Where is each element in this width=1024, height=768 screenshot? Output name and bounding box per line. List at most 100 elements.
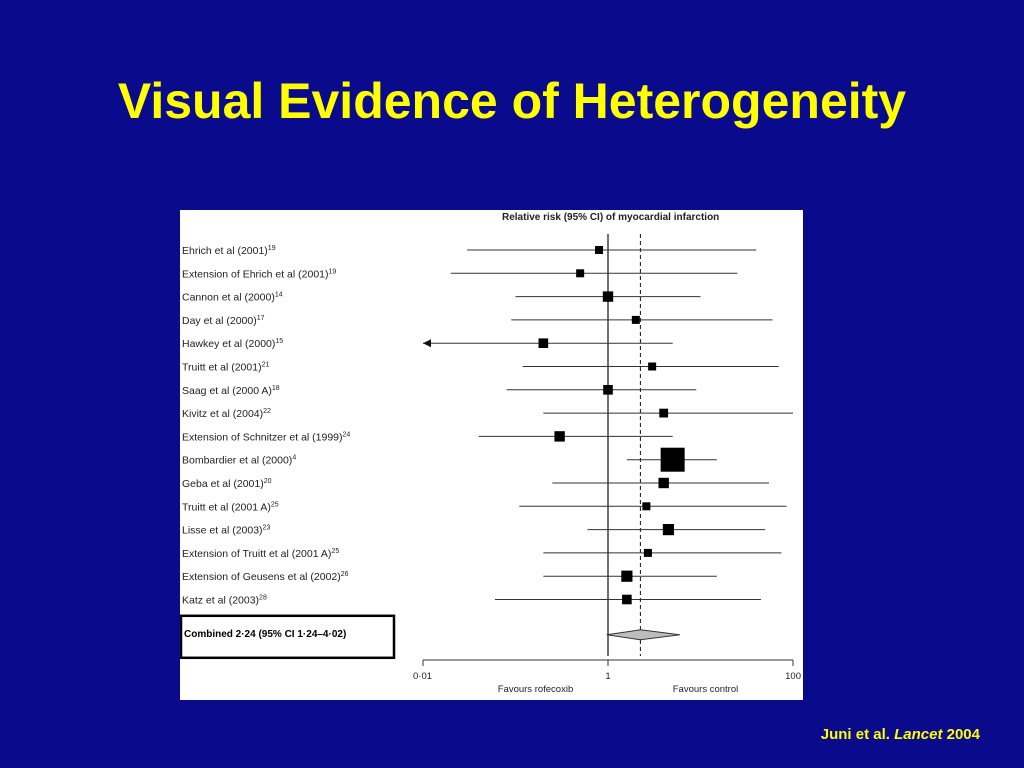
slide-title: Visual Evidence of Heterogeneity [117,73,907,129]
study-name: Extension of Geusens et al (2002) [182,571,341,583]
study-name: Kivitz et al (2004) [182,408,263,420]
point-estimate [603,385,613,395]
study-label: Cannon et al (2000)14 [182,292,283,304]
ci-arrow-left [423,339,431,348]
study-row: Extension of Truitt et al (2001 A)25 [182,548,782,560]
study-reference: 18 [272,385,280,392]
study-name: Extension of Ehrich et al (2001) [182,268,329,280]
study-row: Geba et al (2001)20 [182,477,769,490]
point-estimate [659,408,669,418]
study-reference: 14 [275,292,283,299]
study-name: Katz et al (2003) [182,595,259,607]
study-reference: 26 [341,571,349,578]
study-reference: 19 [268,245,276,252]
study-name: Extension of Schnitzer et al (1999) [182,431,343,443]
study-row: Cannon et al (2000)14 [182,291,701,304]
point-estimate [642,502,651,511]
point-estimate [576,269,585,278]
study-row: Truitt et al (2001 A)25 [182,501,787,513]
study-label: Katz et al (2003)28 [182,595,267,607]
point-estimate [662,524,675,536]
study-row: Extension of Schnitzer et al (1999)24 [182,431,673,443]
study-row: Ehrich et al (2001)19 [182,245,757,257]
study-label: Geba et al (2001)20 [182,478,272,490]
study-row: Bombardier et al (2000)4 [182,447,717,472]
study-label: Extension of Ehrich et al (2001)19 [182,268,336,280]
study-name: Extension of Truitt et al (2001 A) [182,548,331,560]
study-reference: 19 [329,268,337,275]
study-label: Day et al (2000)17 [182,315,265,327]
x-label-left: Favours rofecoxib [498,684,574,695]
study-label: Truitt et al (2001 A)25 [182,501,279,513]
study-reference: 25 [271,501,279,508]
study-reference: 20 [264,478,272,485]
study-label: Truitt et al (2001)21 [182,362,269,374]
citation-authors: Juni et al. [820,726,890,743]
study-row: Day et al (2000)17 [182,315,773,327]
study-name: Geba et al (2001) [182,478,264,490]
study-name: Saag et al (2000 A) [182,385,272,397]
forest-plot: Relative risk (95% CI) of myocardial inf… [180,212,801,695]
study-row: Extension of Ehrich et al (2001)19 [182,268,738,280]
point-estimate [631,315,640,324]
study-label: Ehrich et al (2001)19 [182,245,276,257]
study-row: Katz et al (2003)28 [182,595,761,607]
point-estimate [538,338,549,348]
point-estimate [622,594,632,605]
point-estimate [658,477,669,489]
combined-diamond [606,629,680,641]
study-label: Extension of Truitt et al (2001 A)25 [182,548,339,560]
study-name: Bombardier et al (2000) [182,455,292,467]
combined-box [180,614,396,660]
x-tick-label: 100 [785,671,801,682]
combined-label: Combined 2·24 (95% CI 1·24–4·02) [184,629,346,640]
citation-journal: Lancet [894,726,943,743]
study-reference: 24 [343,431,351,438]
x-tick-label: 1 [605,671,610,682]
combined-row: Combined 2·24 (95% CI 1·24–4·02) [180,614,680,660]
x-label-right: Favours control [673,684,738,695]
study-label: Extension of Geusens et al (2002)26 [182,571,349,583]
x-tick-label: 0·01 [413,671,432,682]
study-label: Hawkey et al (2000)15 [182,338,283,350]
point-estimate [595,246,604,254]
study-reference: 25 [331,548,339,555]
study-reference: 17 [257,315,265,322]
study-row: Extension of Geusens et al (2002)26 [182,570,717,583]
study-name: Truitt et al (2001 A) [182,501,271,513]
study-name: Hawkey et al (2000) [182,338,275,350]
study-reference: 15 [275,338,283,345]
study-name: Truitt et al (2001) [182,362,262,374]
chart-title: Relative risk (95% CI) of myocardial inf… [502,212,719,223]
point-estimate [648,362,657,371]
citation: Juni et al. Lancet 2004 [821,726,980,743]
study-reference: 28 [259,595,267,602]
study-reference: 22 [263,408,271,415]
x-axis: 0·01 1 100 Favours rofecoxib Favours control [413,659,801,695]
study-label: Extension of Schnitzer et al (1999)24 [182,431,350,443]
study-row: Hawkey et al (2000)15 [182,338,673,350]
point-estimate [554,431,565,442]
study-row: Saag et al (2000 A)18 [182,385,697,397]
study-name: Lisse et al (2003) [182,525,263,537]
study-row: Kivitz et al (2004)22 [182,408,793,420]
point-estimate [621,570,633,582]
point-estimate [643,548,652,557]
study-name: Cannon et al (2000) [182,292,275,304]
forest-plot-figure: Relative risk (95% CI) of myocardial inf… [180,210,803,700]
study-label: Bombardier et al (2000)4 [182,455,296,467]
study-name: Ehrich et al (2001) [182,245,268,257]
study-name: Day et al (2000) [182,315,257,327]
study-label: Kivitz et al (2004)22 [182,408,271,420]
study-reference: 4 [292,455,296,462]
point-estimate [602,291,614,302]
study-row: Truitt et al (2001)21 [182,362,779,374]
citation-year: 2004 [946,726,980,743]
point-estimate [660,447,685,472]
study-label: Saag et al (2000 A)18 [182,385,280,397]
study-row: Lisse et al (2003)23 [182,524,766,537]
study-label: Lisse et al (2003)23 [182,525,270,537]
study-reference: 21 [262,362,270,369]
study-reference: 23 [263,525,271,532]
